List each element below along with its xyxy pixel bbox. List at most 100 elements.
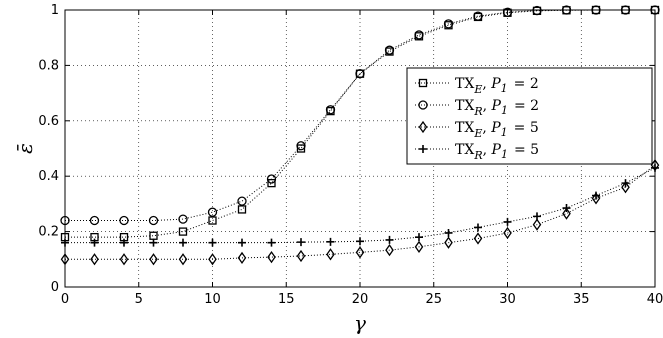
data-point xyxy=(355,246,365,259)
ticks: 0 5 10 15 20 25 30 35 40 0 0.2 0.4 0.6 0.8 1 xyxy=(38,3,663,307)
data-point xyxy=(237,205,247,214)
data-point xyxy=(119,215,129,226)
data-point xyxy=(444,236,453,249)
legend-param: P xyxy=(491,142,502,158)
data-point xyxy=(503,217,512,226)
legend-item: TXE, P1 = 5 xyxy=(415,120,539,140)
legend-label: TXE, P1 = 2 xyxy=(455,76,539,96)
data-point xyxy=(237,196,247,206)
data-point xyxy=(238,238,246,247)
data-point xyxy=(148,215,159,226)
legend-item: TXE, P1 = 2 xyxy=(415,76,539,96)
legend-value: = 2 xyxy=(514,98,539,114)
y-tick-label: 0 xyxy=(51,280,59,295)
legend-main: TX xyxy=(455,76,474,92)
x-tick-label: 15 xyxy=(278,292,295,307)
legend-marker xyxy=(418,100,428,110)
data-point xyxy=(208,238,217,247)
data-point xyxy=(621,179,630,188)
data-point xyxy=(414,240,424,253)
data-point xyxy=(90,238,99,247)
data-point xyxy=(443,19,454,29)
legend-comma: , xyxy=(483,98,492,114)
y-tick-label: 0.2 xyxy=(38,225,59,240)
legend-marker xyxy=(419,145,427,153)
x-axis-label: γ xyxy=(354,311,366,335)
data-point xyxy=(296,249,306,263)
data-point xyxy=(414,30,424,40)
legend-value: = 2 xyxy=(514,76,539,92)
data-point xyxy=(326,248,335,261)
legend-param-sub: 1 xyxy=(501,82,508,95)
legend-param-sub: 1 xyxy=(501,126,508,139)
x-tick-label: 5 xyxy=(135,292,143,307)
legend-sub: R xyxy=(473,105,482,118)
legend-marker xyxy=(418,78,428,88)
y-tick-label: 0.4 xyxy=(38,169,59,184)
data-point xyxy=(149,238,158,247)
data-point xyxy=(207,207,218,217)
legend-main: TX xyxy=(455,142,474,158)
data-point xyxy=(356,237,364,246)
x-tick-label: 40 xyxy=(647,292,663,307)
data-point xyxy=(532,5,542,16)
legend-label: TXR, P1 = 2 xyxy=(455,98,539,118)
x-tick-label: 25 xyxy=(425,292,442,307)
data-point xyxy=(385,235,394,244)
x-tick-label: 0 xyxy=(61,292,69,307)
data-point xyxy=(621,181,630,194)
data-point xyxy=(208,253,217,266)
data-point xyxy=(444,228,453,237)
legend-sub: E xyxy=(473,127,482,140)
data-point xyxy=(325,105,336,115)
data-point xyxy=(267,238,276,247)
data-point xyxy=(502,7,513,17)
legend-box xyxy=(406,67,653,165)
y-tick-label: 0.8 xyxy=(38,58,59,73)
data-point xyxy=(562,204,571,213)
y-axis-label: ε̄ xyxy=(13,143,37,154)
data-point xyxy=(119,253,129,266)
x-tick-label: 35 xyxy=(573,292,590,307)
data-point xyxy=(149,253,158,266)
data-point xyxy=(415,233,423,242)
data-point xyxy=(90,253,99,266)
legend-label: TXE, P1 = 5 xyxy=(455,120,539,140)
series-2 xyxy=(60,5,660,226)
data-point xyxy=(355,69,365,79)
data-point xyxy=(473,232,483,245)
legend-value: = 5 xyxy=(514,120,539,136)
data-point xyxy=(385,244,394,257)
data-point xyxy=(326,237,335,246)
data-point xyxy=(208,216,217,225)
data-point xyxy=(267,250,276,264)
data-point xyxy=(297,238,305,247)
x-tick-label: 10 xyxy=(204,292,221,307)
data-point xyxy=(503,226,512,240)
data-point xyxy=(473,11,483,21)
legend-sub: E xyxy=(473,83,482,96)
legend-comma: , xyxy=(483,142,492,158)
legend-param: P xyxy=(490,120,501,136)
legend-value: = 5 xyxy=(514,142,539,158)
data-point xyxy=(296,141,306,151)
legend-param: P xyxy=(491,98,502,114)
data-point xyxy=(178,227,188,236)
x-tick-label: 30 xyxy=(499,292,516,307)
data-point xyxy=(592,191,600,200)
data-point xyxy=(178,253,188,266)
legend-param-sub: 1 xyxy=(501,104,508,117)
legend-main: TX xyxy=(455,98,474,114)
data-point xyxy=(179,238,187,247)
data-point xyxy=(533,212,541,221)
legend-sub: R xyxy=(473,149,482,162)
legend-param: P xyxy=(490,76,501,92)
data-point xyxy=(178,214,188,224)
y-tick-label: 1 xyxy=(51,3,59,18)
data-point xyxy=(267,178,276,188)
data-point xyxy=(532,218,542,231)
legend-marker xyxy=(418,120,428,134)
series-line xyxy=(65,9,655,222)
legend-item: TXR, P1 = 5 xyxy=(415,142,539,162)
